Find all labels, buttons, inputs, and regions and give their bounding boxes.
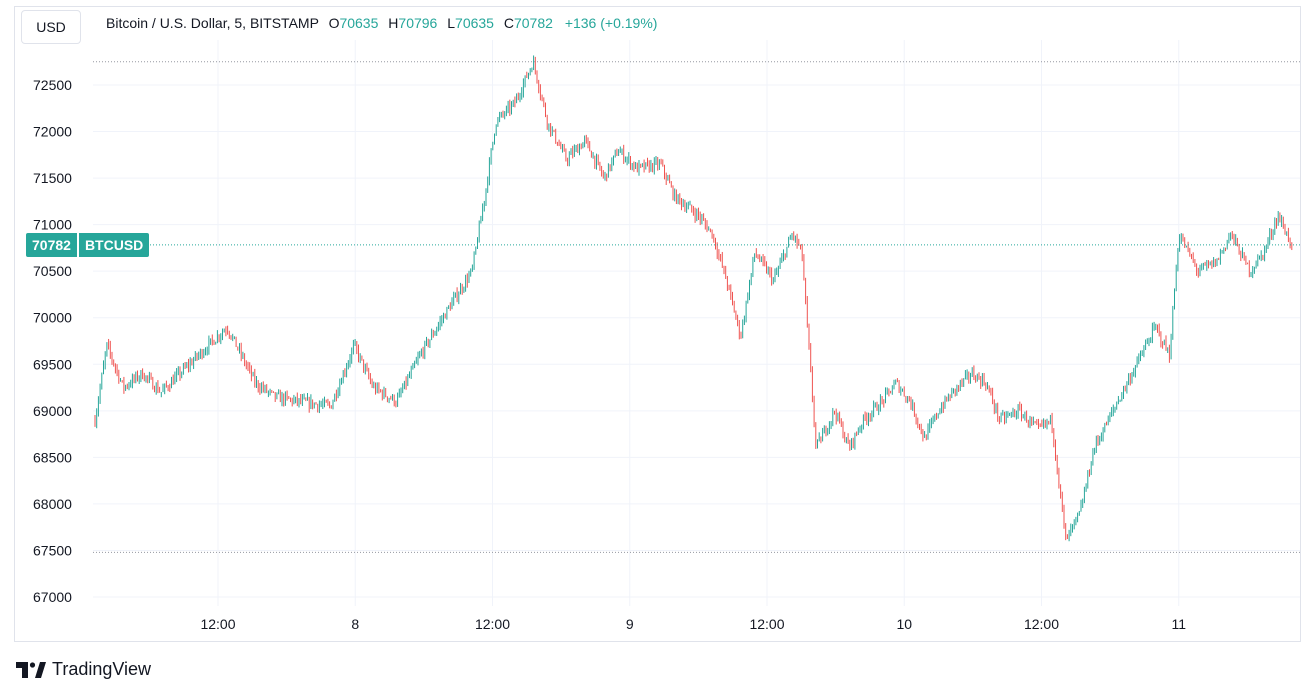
time-tick-label: 12:00 (749, 616, 784, 632)
time-tick-label: 8 (351, 616, 359, 632)
candle-series (94, 55, 1293, 542)
low-label: L (447, 15, 456, 31)
price-axis: 67000 67500 68000 68500 69000 69500 70000 70500… (33, 77, 72, 605)
high-value: 70796 (398, 15, 438, 31)
symbol-legend: Bitcoin / U.S. Dollar, 5, BITSTAMP O7063… (106, 15, 657, 31)
price-tick-label: 72500 (33, 77, 72, 93)
last-price-value: 70782 (26, 233, 77, 257)
symbol-title: Bitcoin / U.S. Dollar, 5, BITSTAMP (106, 15, 319, 31)
tradingview-icon (16, 661, 46, 678)
price-tick-label: 68000 (33, 496, 72, 512)
close-value: 70782 (513, 15, 553, 31)
time-tick-label: 12:00 (1024, 616, 1059, 632)
price-tick-label: 69000 (33, 403, 72, 419)
time-axis: 12:00 8 12:00 9 12:00 10 12:00 11 (200, 616, 1186, 632)
time-tick-label: 9 (626, 616, 634, 632)
last-price-symbol: BTCUSD (78, 233, 150, 257)
low-value: 70635 (455, 15, 494, 31)
price-tick-label: 67500 (33, 542, 72, 558)
change-value: +136 (+0.19%) (564, 15, 658, 31)
price-tick-label: 72000 (33, 124, 72, 140)
brand-label: TradingView (52, 659, 152, 679)
currency-button[interactable]: USD (21, 10, 81, 44)
open-label: O (328, 15, 340, 31)
close-label: C (503, 15, 514, 31)
price-tick-label: 70500 (33, 263, 72, 279)
chart-grid (93, 40, 1300, 606)
time-tick-label: 10 (896, 616, 912, 632)
last-price-tag: 70782 BTCUSD (26, 233, 150, 257)
price-tick-label: 68500 (33, 449, 72, 465)
open-value: 70635 (339, 15, 379, 31)
time-tick-label: 11 (1171, 616, 1186, 632)
chart-frame (14, 6, 1301, 642)
price-tick-label: 71000 (33, 217, 72, 233)
price-tick-label: 70000 (33, 310, 72, 326)
time-tick-label: 12:00 (475, 616, 510, 632)
tradingview-logo[interactable]: TradingView (16, 659, 151, 680)
high-label: H (388, 15, 399, 31)
price-tick-label: 69500 (33, 356, 72, 372)
price-tick-label: 67000 (33, 589, 72, 605)
time-tick-label: 12:00 (200, 616, 235, 632)
price-tick-label: 71500 (33, 170, 72, 186)
